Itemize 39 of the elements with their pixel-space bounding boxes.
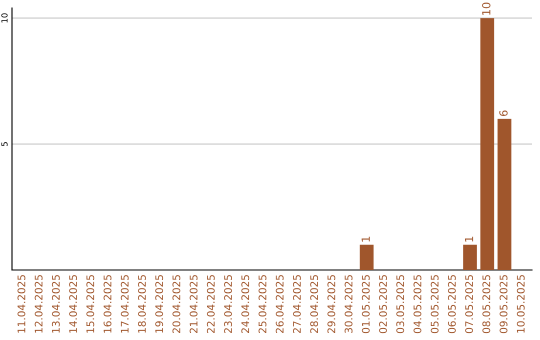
bar [463,244,477,270]
x-tick-label: 21.04.2025 [190,275,198,334]
bar [480,18,494,270]
x-tick-label: 22.04.2025 [206,275,215,334]
x-tick-label: 01.05.2025 [362,275,370,334]
x-tick-label: 06.05.2025 [448,275,456,334]
x-tick-label: 08.05.2025 [482,275,490,334]
x-tick-label: 18.04.2025 [138,275,146,333]
x-tick-label: 11.04.2025 [17,275,26,333]
data-label: 6 [499,110,508,116]
x-tick-label: 16.04.2025 [104,275,112,333]
data-label: 1 [362,236,370,242]
x-tick-label: 25.04.2025 [258,275,266,334]
x-tick-label: 07.05.2025 [465,275,474,334]
x-tick-label: 28.04.2025 [310,275,318,334]
y-tick-label: 5 [1,142,8,146]
x-tick-label: 03.05.2025 [396,275,404,334]
x-tick-label: 30.04.2025 [344,275,353,334]
x-tick-label: 14.04.2025 [69,275,78,333]
x-tick-label: 05.05.2025 [430,275,439,334]
x-tick-label: 20.04.2025 [172,275,180,334]
x-tick-label: 24.04.2025 [241,275,250,334]
x-tick-label: 17.04.2025 [120,275,129,333]
x-tick-label: 10.05.2025 [516,275,525,333]
x-tick-label: 02.05.2025 [379,275,387,334]
x-tick-label: 27.04.2025 [292,275,301,334]
x-tick-label: 29.04.2025 [327,275,336,334]
x-tick-label: 15.04.2025 [86,275,94,333]
x-tick-label: 04.05.2025 [414,275,422,334]
x-tick-label: 12.04.2025 [34,275,43,333]
x-tick-label: 19.04.2025 [155,275,164,333]
data-label: 10 [482,2,490,15]
x-tick-label: 23.04.2025 [224,275,232,334]
x-tick-label: 13.04.2025 [52,275,60,333]
x-tick-label: 26.04.2025 [276,275,284,334]
data-label: 1 [464,236,474,242]
x-tick-label: 09.05.2025 [500,275,508,334]
bar [360,244,374,270]
bar [498,118,512,270]
